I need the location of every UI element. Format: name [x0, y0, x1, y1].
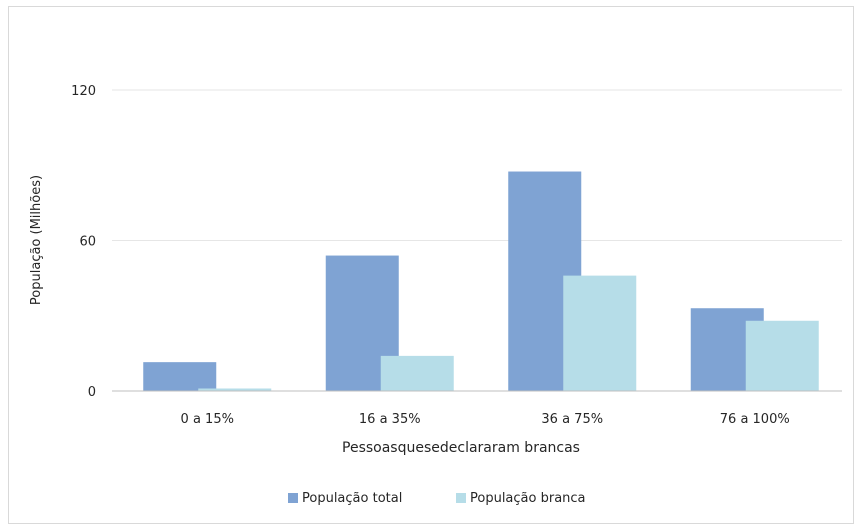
x-tick-label: 0 a 15%: [181, 412, 234, 427]
legend: População total População branca: [288, 491, 586, 506]
y-axis-title: População (Milhões): [29, 175, 44, 305]
bar-populacao-branca: [198, 388, 272, 391]
gridlines: [112, 89, 842, 241]
y-tick-label: 0: [88, 385, 96, 400]
legend-swatch: [288, 493, 298, 503]
bars: [143, 171, 819, 391]
x-tick-label: 76 a 100%: [720, 412, 790, 427]
y-tick-labels: 0 60 120: [71, 84, 96, 400]
x-tick-label: 36 a 75%: [541, 412, 603, 427]
y-tick-label: 120: [71, 84, 96, 99]
legend-label: População branca: [470, 491, 586, 506]
bar-populacao-branca: [563, 275, 637, 391]
legend-label: População total: [302, 491, 402, 506]
bar-populacao-branca: [380, 355, 454, 391]
y-tick-label: 60: [79, 235, 96, 250]
bar-populacao-branca: [745, 320, 819, 391]
x-tick-label: 16 a 35%: [359, 412, 421, 427]
x-tick-labels: 0 a 15% 16 a 35% 36 a 75% 76 a 100%: [181, 412, 790, 427]
bar-populacao-total: [143, 362, 217, 391]
legend-swatch: [456, 493, 466, 503]
chart-frame: [8, 6, 854, 524]
x-axis-title: Pessoasquesedeclararam brancas: [342, 440, 580, 456]
